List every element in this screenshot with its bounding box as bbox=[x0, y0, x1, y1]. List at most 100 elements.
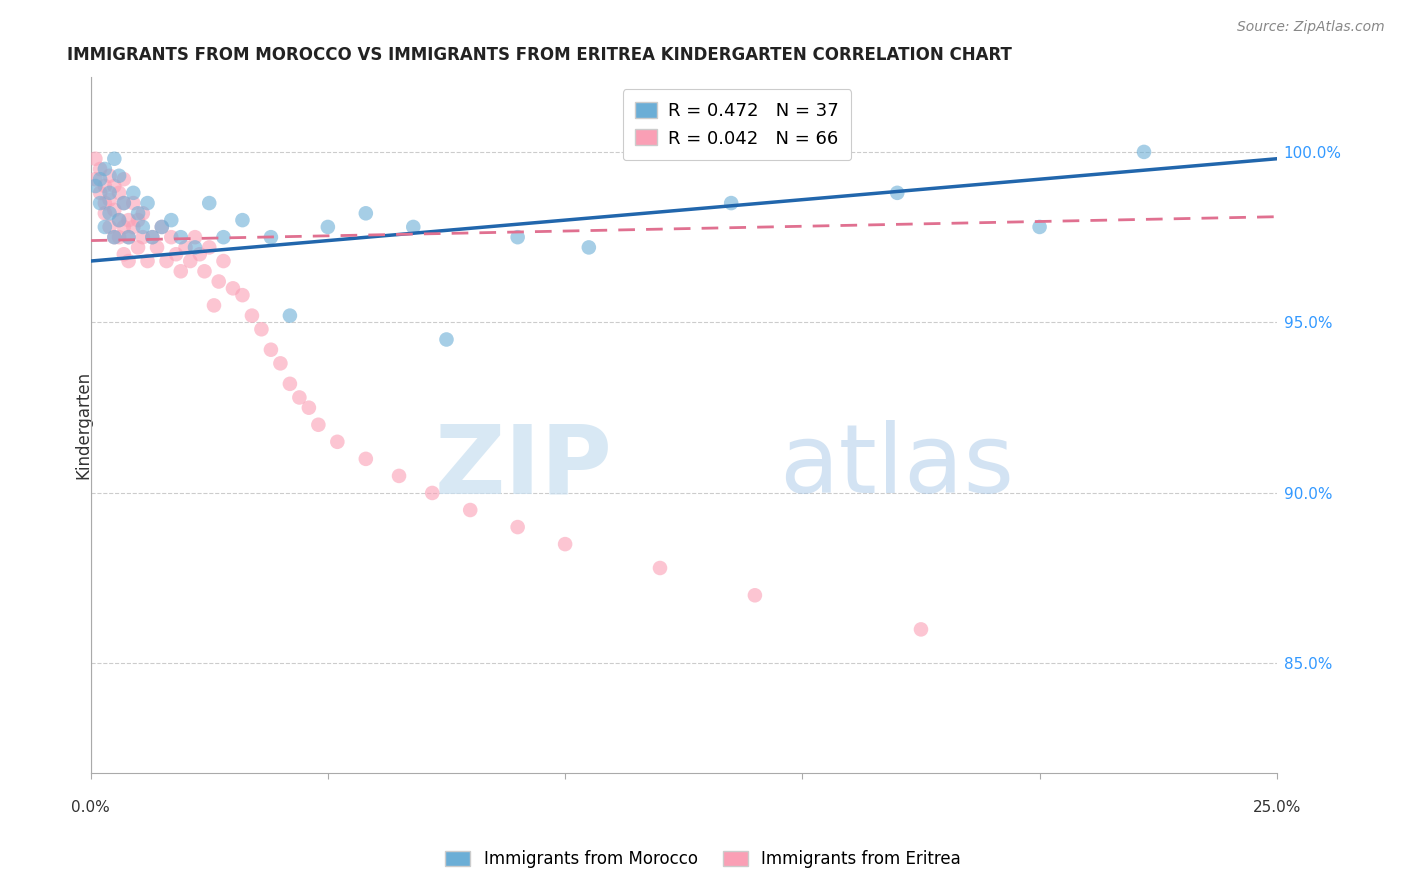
Point bbox=[240, 309, 263, 323]
Point bbox=[108, 186, 131, 200]
Point bbox=[648, 561, 671, 575]
Point bbox=[886, 186, 908, 200]
Point bbox=[112, 172, 135, 186]
Point bbox=[436, 333, 458, 347]
Point bbox=[112, 247, 135, 261]
Point bbox=[117, 213, 139, 227]
Point bbox=[260, 343, 283, 357]
Point bbox=[98, 169, 121, 183]
Y-axis label: Kindergarten: Kindergarten bbox=[75, 371, 93, 479]
Point bbox=[184, 230, 207, 244]
Point bbox=[744, 588, 766, 602]
Point bbox=[122, 186, 145, 200]
Point bbox=[103, 230, 125, 244]
Point bbox=[98, 186, 121, 200]
Point bbox=[103, 202, 125, 217]
Point bbox=[94, 179, 117, 194]
Point bbox=[98, 193, 121, 207]
Point bbox=[84, 172, 107, 186]
Point bbox=[132, 230, 155, 244]
Point bbox=[84, 179, 107, 194]
Point bbox=[155, 254, 177, 268]
Point bbox=[506, 520, 529, 534]
Point bbox=[112, 219, 135, 234]
Point bbox=[212, 230, 235, 244]
Point bbox=[910, 623, 932, 637]
Point bbox=[141, 230, 163, 244]
Point bbox=[578, 240, 600, 254]
Point bbox=[260, 230, 283, 244]
Point bbox=[98, 206, 121, 220]
Point bbox=[108, 213, 131, 227]
Point bbox=[165, 247, 187, 261]
Point bbox=[402, 219, 425, 234]
Point bbox=[174, 240, 197, 254]
Point bbox=[127, 206, 149, 220]
Text: IMMIGRANTS FROM MOROCCO VS IMMIGRANTS FROM ERITREA KINDERGARTEN CORRELATION CHAR: IMMIGRANTS FROM MOROCCO VS IMMIGRANTS FR… bbox=[67, 46, 1012, 64]
Point bbox=[193, 264, 215, 278]
Point bbox=[108, 213, 131, 227]
Point bbox=[117, 230, 139, 244]
Point bbox=[222, 281, 245, 295]
Text: 0.0%: 0.0% bbox=[72, 800, 110, 815]
Point bbox=[326, 434, 349, 449]
Point bbox=[98, 219, 121, 234]
Point bbox=[184, 240, 207, 254]
Point bbox=[212, 254, 235, 268]
Point bbox=[269, 356, 291, 370]
Point bbox=[506, 230, 529, 244]
Point bbox=[89, 196, 111, 211]
Point bbox=[354, 451, 377, 466]
Point bbox=[720, 196, 742, 211]
Point bbox=[188, 247, 211, 261]
Point bbox=[112, 196, 135, 211]
Point bbox=[354, 206, 377, 220]
Point bbox=[198, 240, 221, 254]
Point bbox=[132, 219, 155, 234]
Text: ZIP: ZIP bbox=[434, 420, 613, 513]
Point bbox=[89, 186, 111, 200]
Text: Source: ZipAtlas.com: Source: ZipAtlas.com bbox=[1237, 20, 1385, 34]
Point bbox=[170, 264, 193, 278]
Point bbox=[231, 288, 253, 302]
Point bbox=[136, 254, 159, 268]
Point bbox=[146, 240, 169, 254]
Point bbox=[103, 152, 125, 166]
Point bbox=[122, 219, 145, 234]
Point bbox=[170, 230, 193, 244]
Legend: R = 0.472   N = 37, R = 0.042   N = 66: R = 0.472 N = 37, R = 0.042 N = 66 bbox=[623, 89, 852, 161]
Point bbox=[127, 240, 149, 254]
Point bbox=[160, 230, 183, 244]
Point bbox=[108, 230, 131, 244]
Point bbox=[160, 213, 183, 227]
Point bbox=[307, 417, 329, 432]
Point bbox=[89, 161, 111, 176]
Point bbox=[208, 275, 231, 289]
Text: atlas: atlas bbox=[779, 420, 1014, 513]
Point bbox=[94, 161, 117, 176]
Point bbox=[150, 219, 173, 234]
Point bbox=[127, 213, 149, 227]
Point bbox=[94, 219, 117, 234]
Point bbox=[132, 206, 155, 220]
Point bbox=[112, 196, 135, 211]
Point bbox=[388, 469, 411, 483]
Point bbox=[94, 196, 117, 211]
Point bbox=[316, 219, 339, 234]
Point bbox=[108, 169, 131, 183]
Point bbox=[1028, 219, 1050, 234]
Point bbox=[89, 172, 111, 186]
Point bbox=[103, 230, 125, 244]
Point bbox=[94, 206, 117, 220]
Point bbox=[122, 196, 145, 211]
Legend: Immigrants from Morocco, Immigrants from Eritrea: Immigrants from Morocco, Immigrants from… bbox=[439, 844, 967, 875]
Point bbox=[202, 298, 225, 312]
Point bbox=[150, 219, 173, 234]
Point bbox=[458, 503, 481, 517]
Point bbox=[278, 376, 301, 391]
Point bbox=[554, 537, 576, 551]
Point bbox=[179, 254, 201, 268]
Point bbox=[198, 196, 221, 211]
Point bbox=[84, 152, 107, 166]
Point bbox=[250, 322, 273, 336]
